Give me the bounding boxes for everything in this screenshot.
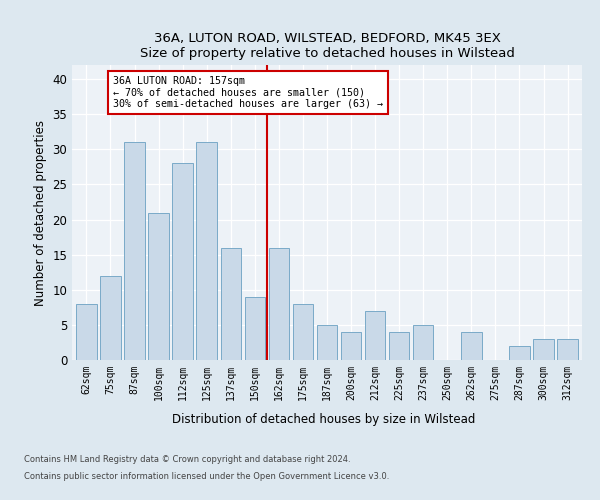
Bar xyxy=(269,248,289,360)
Bar xyxy=(533,339,554,360)
Bar xyxy=(389,332,409,360)
Bar xyxy=(100,276,121,360)
Bar xyxy=(245,297,265,360)
Text: 36A LUTON ROAD: 157sqm
← 70% of detached houses are smaller (150)
30% of semi-de: 36A LUTON ROAD: 157sqm ← 70% of detached… xyxy=(113,76,383,108)
Title: 36A, LUTON ROAD, WILSTEAD, BEDFORD, MK45 3EX
Size of property relative to detach: 36A, LUTON ROAD, WILSTEAD, BEDFORD, MK45… xyxy=(140,32,514,60)
Bar xyxy=(509,346,530,360)
Bar xyxy=(341,332,361,360)
Bar xyxy=(293,304,313,360)
Text: Distribution of detached houses by size in Wilstead: Distribution of detached houses by size … xyxy=(172,412,476,426)
Bar xyxy=(221,248,241,360)
Bar xyxy=(124,142,145,360)
Bar xyxy=(317,325,337,360)
Text: Contains public sector information licensed under the Open Government Licence v3: Contains public sector information licen… xyxy=(24,472,389,481)
Bar xyxy=(365,311,385,360)
Text: Contains HM Land Registry data © Crown copyright and database right 2024.: Contains HM Land Registry data © Crown c… xyxy=(24,456,350,464)
Bar xyxy=(172,164,193,360)
Bar xyxy=(196,142,217,360)
Bar xyxy=(148,212,169,360)
Bar xyxy=(557,339,578,360)
Y-axis label: Number of detached properties: Number of detached properties xyxy=(34,120,47,306)
Bar xyxy=(76,304,97,360)
Bar xyxy=(413,325,433,360)
Bar xyxy=(461,332,482,360)
